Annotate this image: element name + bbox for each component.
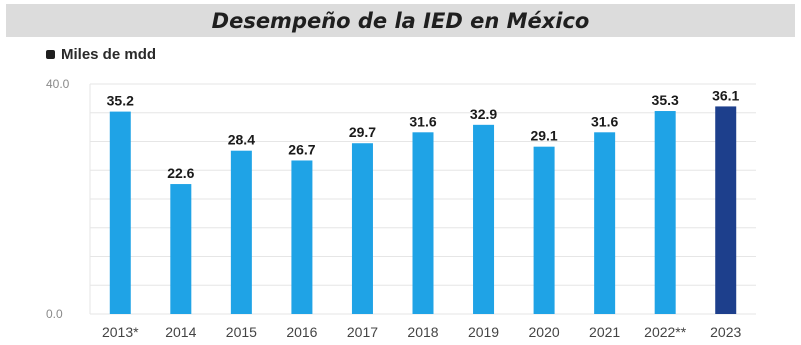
- x-tick-label: 2018: [407, 324, 438, 340]
- x-tick-label: 2023: [710, 324, 741, 340]
- data-label: 29.1: [530, 128, 557, 144]
- chart-title: Desempeño de la IED en México: [211, 8, 590, 33]
- data-label: 32.9: [470, 106, 497, 122]
- bar: [533, 146, 555, 314]
- y-tick-label: 0.0: [46, 307, 63, 321]
- data-label: 22.6: [167, 165, 194, 181]
- data-label: 26.7: [288, 141, 315, 157]
- bar: [351, 143, 373, 314]
- x-tick-label: 2020: [529, 324, 560, 340]
- x-tick-label: 2021: [589, 324, 620, 340]
- x-tick-label: 2013*: [102, 324, 139, 340]
- bar: [715, 106, 737, 314]
- data-label: 35.2: [107, 93, 134, 109]
- bar: [170, 184, 192, 314]
- data-label: 31.6: [591, 113, 618, 129]
- data-label: 29.7: [349, 124, 376, 140]
- bar: [594, 132, 616, 314]
- bar: [291, 160, 313, 314]
- bar: [109, 111, 131, 314]
- data-label: 31.6: [409, 113, 436, 129]
- x-tick-label: 2016: [286, 324, 317, 340]
- x-tick-label: 2019: [468, 324, 499, 340]
- bar: [412, 132, 434, 314]
- x-tick-label: 2022**: [644, 324, 687, 340]
- x-tick-label: 2017: [347, 324, 378, 340]
- x-tick-label: 2014: [165, 324, 196, 340]
- x-tick-label: 2015: [226, 324, 257, 340]
- chart-title-bar: Desempeño de la IED en México: [6, 4, 795, 37]
- bar: [654, 111, 676, 315]
- data-label: 36.1: [712, 87, 739, 103]
- legend: Miles de mdd: [46, 46, 156, 63]
- data-label: 28.4: [228, 132, 255, 148]
- bar: [230, 150, 252, 314]
- data-label: 35.3: [652, 92, 679, 108]
- bar: [473, 124, 495, 314]
- legend-swatch: [46, 50, 55, 59]
- legend-label: Miles de mdd: [61, 46, 157, 63]
- y-tick-label: 40.0: [46, 77, 70, 91]
